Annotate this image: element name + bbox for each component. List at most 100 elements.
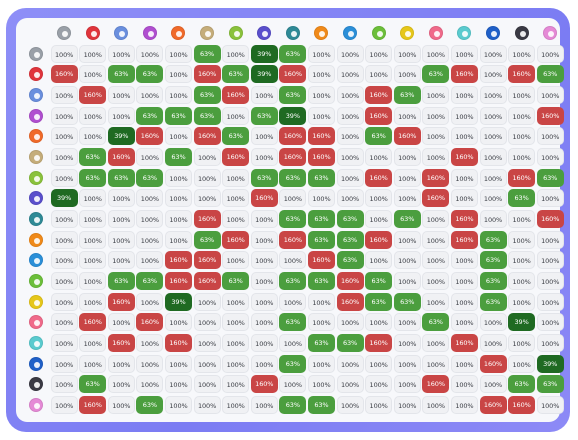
bolt-icon (28, 294, 43, 309)
grid-cell: 100% (365, 209, 393, 229)
effectiveness-value: 100% (508, 272, 536, 291)
swirl-icon (28, 356, 43, 371)
effectiveness-value: 100% (164, 354, 192, 373)
effectiveness-value: 100% (193, 354, 221, 373)
effectiveness-value: 100% (393, 106, 421, 125)
grid-cell: 100% (193, 168, 221, 188)
effectiveness-value: 100% (107, 86, 135, 105)
row-header-gray-icon (22, 44, 49, 64)
lime-icon (228, 26, 243, 40)
effectiveness-value: 100% (422, 86, 450, 105)
grid-cell: 63% (536, 374, 564, 394)
grid-cell: 160% (365, 230, 393, 250)
grid-cell: 63% (536, 64, 564, 84)
grid-cell: 100% (365, 250, 393, 270)
effectiveness-value: 100% (107, 230, 135, 249)
effectiveness-value: 100% (50, 375, 78, 394)
grid-cell: 160% (222, 230, 250, 250)
grid-cell: 63% (79, 168, 107, 188)
effectiveness-value: 100% (222, 168, 250, 187)
effectiveness-value: 100% (422, 354, 450, 373)
grid-cell: 100% (508, 354, 536, 374)
grid-cell: 160% (422, 188, 450, 208)
effectiveness-value: 100% (336, 127, 364, 146)
grid-cell: 63% (422, 312, 450, 332)
grid-cell: 100% (222, 312, 250, 332)
grid-cell: 100% (393, 168, 421, 188)
grid-cell: 100% (479, 44, 507, 64)
column-header-drop-icon (337, 23, 364, 43)
effectiveness-value: 100% (365, 44, 393, 63)
effectiveness-value: 160% (336, 272, 364, 291)
effectiveness-value: 100% (479, 106, 507, 125)
effectiveness-value: 100% (479, 168, 507, 187)
effectiveness-value: 63% (136, 65, 164, 84)
grid-cell: 160% (479, 395, 507, 415)
effectiveness-value: 100% (536, 313, 564, 332)
grid-cell: 63% (222, 271, 250, 291)
effectiveness-value: 100% (365, 210, 393, 229)
grid-cell: 160% (307, 147, 335, 167)
grid-cell: 100% (508, 230, 536, 250)
effectiveness-value: 63% (536, 168, 564, 187)
grid-cell: 63% (365, 292, 393, 312)
effectiveness-value: 100% (336, 168, 364, 187)
effectiveness-value: 63% (393, 86, 421, 105)
effectiveness-value: 63% (193, 44, 221, 63)
grid-cell: 160% (107, 333, 135, 353)
effectiveness-value: 100% (450, 44, 478, 63)
grid-cell: 100% (450, 188, 478, 208)
effectiveness-value: 63% (79, 168, 107, 187)
grid-cell: 100% (250, 312, 278, 332)
row-header-star-icon (22, 395, 49, 415)
effectiveness-value: 100% (422, 396, 450, 415)
grid-cell: 100% (250, 292, 278, 312)
effectiveness-value: 160% (50, 65, 78, 84)
grid-cell: 100% (136, 230, 164, 250)
effectiveness-value: 100% (307, 86, 335, 105)
row-header-orange-icon (22, 126, 49, 146)
column-header-flame-icon (308, 23, 335, 43)
effectiveness-value: 100% (450, 168, 478, 187)
effectiveness-value: 39% (50, 189, 78, 208)
grid-cell: 100% (107, 250, 135, 270)
grid-cell: 100% (50, 126, 78, 146)
effectiveness-value: 100% (422, 127, 450, 146)
column-header-tan-icon (194, 23, 221, 43)
effectiveness-value: 100% (136, 334, 164, 353)
effectiveness-value: 100% (307, 313, 335, 332)
effectiveness-value: 100% (393, 65, 421, 84)
grid-cell: 63% (136, 395, 164, 415)
effectiveness-value: 160% (107, 334, 135, 353)
pink-icon (428, 26, 443, 40)
grid-cell: 100% (136, 250, 164, 270)
grid-cell: 100% (164, 126, 192, 146)
effectiveness-value: 100% (250, 272, 278, 291)
effectiveness-value: 100% (222, 189, 250, 208)
grid-cell: 63% (508, 374, 536, 394)
blue-icon (28, 88, 43, 103)
grid-cell: 63% (307, 230, 335, 250)
effectiveness-value: 100% (50, 86, 78, 105)
column-header-teal-icon (279, 23, 306, 43)
effectiveness-value: 63% (393, 210, 421, 229)
effectiveness-value: 160% (365, 106, 393, 125)
grid-cell: 100% (393, 188, 421, 208)
grid-cell: 160% (365, 168, 393, 188)
grid-cell: 160% (508, 395, 536, 415)
grid-cell: 100% (164, 354, 192, 374)
effectiveness-value: 63% (222, 272, 250, 291)
grid-cell: 160% (307, 250, 335, 270)
grid-cell: 100% (222, 209, 250, 229)
grid-cell: 100% (536, 271, 564, 291)
effectiveness-value: 100% (136, 210, 164, 229)
effectiveness-value: 100% (50, 230, 78, 249)
grid-cell: 63% (136, 271, 164, 291)
type-effectiveness-panel: 100% 100% 100% 100% 100% 63% 100% 39% 63% 100% 100… (16, 18, 564, 422)
effectiveness-value: 100% (107, 313, 135, 332)
grid-cell: 100% (450, 85, 478, 105)
effectiveness-value: 63% (365, 292, 393, 311)
effectiveness-value: 160% (450, 148, 478, 167)
grid-cell: 160% (508, 168, 536, 188)
effectiveness-value: 100% (422, 334, 450, 353)
